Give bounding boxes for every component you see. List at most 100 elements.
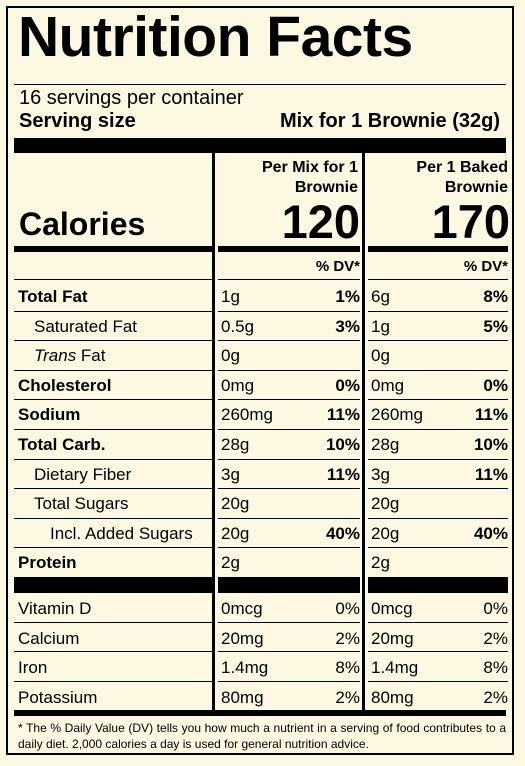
nutrient-name-rest: Fat	[76, 346, 106, 366]
calories-bar-label	[14, 246, 212, 252]
amount-col1: 0.5g	[221, 316, 255, 336]
nutrient-name: Sodium	[18, 405, 81, 425]
calories-col2: 170	[431, 195, 510, 248]
col1-header: Per Mix for 1 Brownie	[218, 158, 358, 198]
dv-col1: 0%	[335, 375, 360, 395]
nutrient-name-italic: Trans	[34, 346, 77, 366]
amount-col1: 20g	[221, 523, 250, 543]
row-divider	[368, 369, 508, 371]
row-divider	[14, 429, 212, 430]
vitamin-dv-col1: 2%	[335, 687, 360, 707]
amount-col2: 20g	[371, 494, 400, 514]
col1-header-line1: Per Mix for 1	[261, 159, 358, 176]
vitamin-amount-col1: 80mg	[221, 687, 264, 707]
footnote: * The % Daily Value (DV) tells you how m…	[18, 721, 506, 751]
panel-title: Nutrition Facts	[18, 5, 413, 69]
nutrient-name: Incl. Added Sugars	[50, 523, 193, 543]
row-divider	[218, 651, 360, 653]
row-divider	[368, 517, 508, 519]
vitamin-name: Iron	[18, 658, 48, 678]
row-divider	[368, 621, 508, 623]
row-divider	[14, 369, 212, 371]
row-divider	[218, 340, 360, 342]
row-divider	[218, 621, 360, 623]
row-divider	[218, 458, 360, 460]
row-divider	[218, 429, 360, 430]
vitamin-amount-col2: 20mg	[371, 628, 414, 648]
dv-col1: 40%	[325, 523, 360, 543]
dv-col1: 1%	[335, 287, 360, 306]
calories-col1: 120	[281, 195, 360, 248]
dv-col2: 10%	[473, 435, 508, 454]
row-divider	[368, 429, 508, 430]
row-divider	[14, 547, 212, 549]
nutrient-name: Dietary Fiber	[34, 464, 132, 484]
vitamin-dv-col2: 8%	[483, 658, 508, 678]
vitamin-dv-col1: 8%	[335, 658, 360, 678]
row-divider	[14, 310, 212, 312]
amount-col2: 6g	[371, 287, 390, 306]
dv-col2: 40%	[473, 523, 508, 543]
vitamin-dv-col1: 0%	[335, 599, 360, 618]
row-divider	[218, 517, 360, 519]
thick-divider	[218, 577, 360, 593]
row-divider	[368, 340, 508, 342]
nutrition-facts-panel: Nutrition Facts 16 servings per containe…	[6, 5, 514, 755]
serving-size-value: Mix for 1 Brownie (32g)	[279, 110, 500, 132]
row-divider	[218, 369, 360, 371]
amount-col1: 0mg	[221, 375, 255, 395]
row-divider	[14, 517, 212, 519]
row-divider	[14, 651, 212, 653]
row-divider	[218, 399, 360, 401]
calories-bar-col2	[368, 246, 508, 252]
nutrient-name: Protein	[18, 553, 77, 573]
dv-col1: 11%	[326, 405, 360, 425]
column-separator-left	[212, 153, 215, 710]
col2-header: Per 1 Baked Brownie	[368, 158, 508, 198]
row-divider	[14, 399, 212, 401]
dv-col2: 11%	[474, 464, 508, 484]
amount-col1: 28g	[221, 435, 250, 454]
dv-header-col2: % DV*	[463, 258, 508, 275]
amount-col1: 2g	[221, 553, 240, 573]
dv-col2: 5%	[483, 316, 508, 336]
row-divider	[14, 621, 212, 623]
row-divider	[218, 310, 360, 312]
calories-bar-col1	[218, 246, 360, 252]
row-divider	[218, 680, 360, 682]
calories-label: Calories	[19, 206, 146, 242]
vitamin-dv-col2: 0%	[483, 599, 508, 618]
vitamin-amount-col1: 20mg	[221, 628, 264, 648]
dv-col2: 11%	[474, 405, 508, 425]
row-divider	[218, 547, 360, 549]
servings-per-container: 16 servings per container	[19, 87, 244, 109]
dv-header-col1: % DV*	[315, 258, 360, 275]
row-divider	[14, 680, 212, 682]
amount-col2: 0g	[371, 346, 390, 366]
amount-col2: 1g	[371, 316, 390, 336]
amount-col1: 260mg	[221, 405, 273, 425]
amount-col2: 28g	[371, 435, 400, 454]
nutrient-name: Total Sugars	[34, 494, 129, 514]
vitamin-amount-col2: 1.4mg	[371, 658, 419, 678]
amount-col1: 1g	[221, 287, 240, 306]
vitamin-name: Potassium	[18, 687, 98, 707]
amount-col2: 20g	[371, 523, 400, 543]
nutrient-name: Total Carb.	[18, 435, 106, 454]
vitamin-dv-col1: 2%	[335, 628, 360, 648]
row-divider	[368, 488, 508, 490]
nutrient-name: Cholesterol	[18, 375, 112, 395]
row-divider	[368, 458, 508, 460]
amount-col2: 0mg	[371, 375, 405, 395]
thick-divider	[368, 577, 508, 593]
column-separator-mid	[362, 153, 365, 710]
row-divider	[218, 279, 360, 280]
amount-col2: 2g	[371, 553, 390, 573]
amount-col1: 0g	[221, 346, 240, 366]
amount-col1: 3g	[221, 464, 240, 484]
serving-size-label: Serving size	[19, 110, 136, 132]
row-divider	[14, 488, 212, 490]
dv-col1: 10%	[325, 435, 360, 454]
dv-col1: 3%	[335, 316, 360, 336]
col1-header-line2: Brownie	[294, 179, 358, 196]
